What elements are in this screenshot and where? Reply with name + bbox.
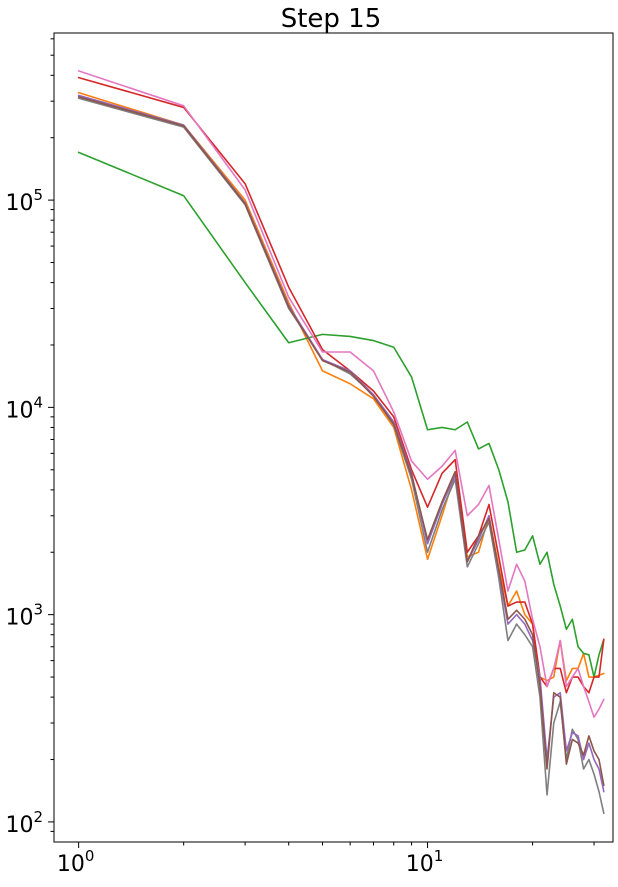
series-line-7 bbox=[77, 96, 605, 787]
y-axis: 102 103 104 105 bbox=[5, 38, 54, 838]
series-line-1 bbox=[77, 91, 605, 682]
y-tick-label-2: 103 bbox=[5, 601, 43, 631]
x-axis: 100 101 bbox=[57, 842, 595, 877]
x-tick-label-2: 101 bbox=[406, 847, 444, 877]
series-line-2 bbox=[77, 151, 605, 678]
x-tick-label-1: 100 bbox=[57, 847, 95, 877]
series-line-5 bbox=[77, 97, 605, 815]
series-line-6 bbox=[77, 94, 605, 793]
y-tick-label-4: 105 bbox=[5, 186, 43, 216]
chart-title: Step 15 bbox=[281, 4, 382, 34]
series-layer bbox=[77, 70, 605, 815]
series-line-3 bbox=[77, 76, 605, 694]
plot-frame bbox=[53, 32, 614, 843]
y-tick-label-1: 102 bbox=[5, 808, 43, 838]
y-tick-label-3: 104 bbox=[5, 393, 43, 423]
series-line-4 bbox=[77, 70, 605, 719]
